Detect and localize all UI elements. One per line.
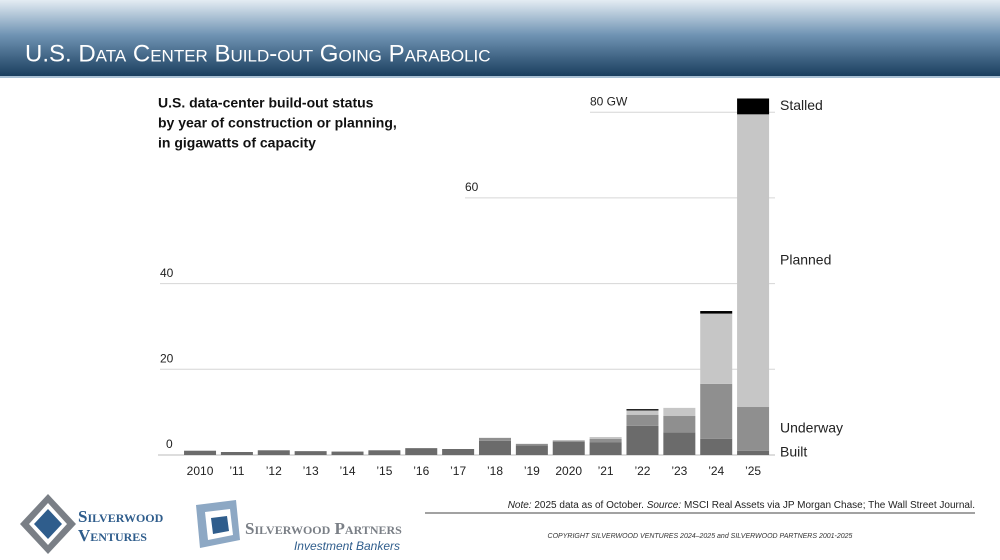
bar-segment (184, 450, 217, 455)
y-tick-label: 40 (160, 266, 174, 280)
legend-label: Underway (780, 420, 843, 436)
bar-segment (257, 450, 290, 455)
x-tick-label: ’12 (266, 464, 282, 478)
logo-text: Investment Bankers (294, 539, 400, 553)
note-label: Note: (508, 500, 532, 511)
bar-segment (589, 437, 622, 439)
x-tick-label: ’18 (487, 464, 503, 478)
bar-segment (700, 383, 733, 439)
x-tick-label: ’19 (524, 464, 540, 478)
x-tick-label: 2010 (187, 464, 214, 478)
slide-title: U.S. Data Center Build-out Going Parabol… (25, 40, 491, 67)
bar-segment (294, 451, 327, 455)
bar-segment (626, 425, 659, 455)
bar-segment (405, 448, 438, 455)
legend-label: Built (780, 444, 807, 460)
header-band (0, 0, 1000, 78)
x-tick-label: 2020 (555, 464, 582, 478)
source: MSCI Real Assets via JP Morgan Chase; Th… (684, 500, 975, 511)
legend-label: Planned (780, 251, 831, 267)
partners-logo: Silverwood Partners Investment Bankers (196, 500, 402, 553)
bar-segment (663, 416, 696, 433)
bar-segment (552, 440, 585, 442)
y-tick-label: 0 (166, 437, 173, 451)
bar-segment (626, 409, 659, 411)
x-tick-label: ’14 (340, 464, 356, 478)
x-tick-label: ’17 (450, 464, 466, 478)
chart: U.S. data-center build-out status by yea… (158, 94, 843, 478)
bar-segment (737, 98, 770, 115)
x-tick-label: ’21 (598, 464, 614, 478)
y-tick-label: 20 (160, 351, 174, 365)
bar-segment (220, 452, 253, 455)
x-tick-label: ’22 (634, 464, 650, 478)
logo-text: Silverwood Partners (245, 519, 402, 538)
bar-segment (589, 438, 622, 443)
bar-segment (515, 443, 548, 446)
copyright: COPYRIGHT SILVERWOOD VENTURES 2024–2025 … (548, 533, 853, 540)
bar-segment (626, 410, 659, 415)
header-rule (0, 76, 1000, 78)
bar-segment (478, 437, 511, 441)
chart-title-line: by year of construction or planning, (158, 115, 397, 131)
chart-title-line: U.S. data-center build-out status (158, 95, 374, 111)
bar-segment (737, 114, 770, 408)
bar-segment (663, 432, 696, 455)
source-label: Source: (647, 500, 682, 511)
y-tick-label: 60 (465, 180, 479, 194)
chart-title-line: in gigawatts of capacity (158, 135, 316, 151)
bar-segment (700, 313, 733, 384)
bar-segment (700, 311, 733, 314)
note: 2025 data as of October. (534, 500, 644, 511)
bar-segment (737, 407, 770, 451)
logo-text: Silverwood (78, 507, 164, 526)
x-tick-label: ’24 (708, 464, 724, 478)
legend-label: Stalled (780, 97, 823, 113)
bar-segment (331, 451, 364, 455)
x-tick-label: ’11 (229, 464, 244, 478)
bar-segment (589, 442, 622, 455)
bar-segment (368, 450, 401, 455)
bar-segment (626, 414, 659, 426)
x-tick-label: ’25 (745, 464, 761, 478)
x-tick-label: ’15 (376, 464, 392, 478)
y-tick-label: 80 GW (590, 94, 628, 108)
x-tick-label: ’16 (413, 464, 429, 478)
footer-note: Note: 2025 data as of October. Source: M… (508, 500, 975, 511)
bar-segment (663, 407, 696, 417)
bar-segment (552, 441, 585, 455)
logo-text: Ventures (78, 526, 147, 545)
x-tick-label: ’13 (303, 464, 319, 478)
bar-segment (737, 450, 770, 455)
bar-segment (700, 438, 733, 455)
ventures-logo: Silverwood Ventures (20, 494, 164, 554)
bar-segment (515, 445, 548, 455)
x-tick-label: ’23 (671, 464, 687, 478)
bar-segment (478, 440, 511, 455)
bar-segment (442, 449, 475, 455)
